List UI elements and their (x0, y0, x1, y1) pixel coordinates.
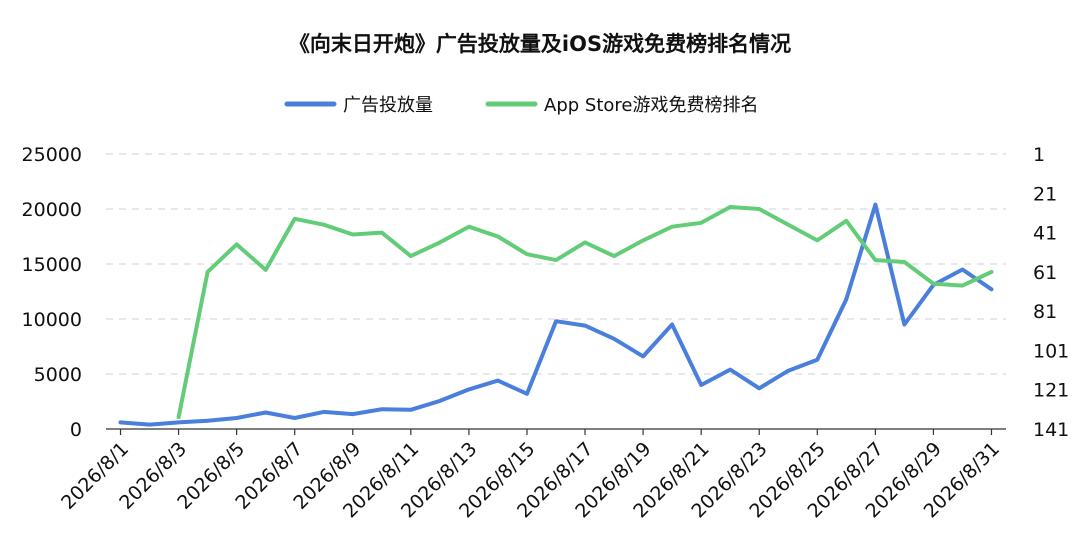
x-axis: 2026/8/12026/8/32026/8/52026/8/72026/8/9… (57, 429, 1004, 522)
right-tick-label: 141 (1033, 419, 1069, 441)
right-tick-label: 21 (1033, 183, 1057, 205)
left-y-axis: 0 5000 10000 15000 20000 25000 (22, 144, 82, 441)
series-line-0 (118, 202, 994, 427)
grid-lines (106, 153, 1006, 430)
left-tick-label: 20000 (22, 199, 82, 221)
left-tick-label: 0 (70, 419, 82, 441)
legend-label: 广告投放量 (343, 95, 433, 116)
right-tick-label: 81 (1033, 301, 1057, 323)
left-tick-label: 5000 (34, 364, 82, 386)
right-tick-label: 41 (1033, 223, 1057, 245)
left-tick-label: 25000 (22, 144, 82, 166)
right-tick-label: 61 (1033, 262, 1057, 284)
series-line-1 (176, 205, 994, 420)
right-tick-label: 101 (1033, 340, 1069, 362)
legend-label: App Store游戏免费榜排名 (544, 95, 758, 116)
legend: 广告投放量 App Store游戏免费榜排名 (284, 95, 758, 116)
chart-title: 《向末日开炮》广告投放量及iOS游戏免费榜排名情况 (289, 32, 791, 56)
right-tick-label: 1 (1033, 144, 1045, 166)
left-tick-label: 10000 (22, 309, 82, 331)
right-tick-label: 121 (1033, 380, 1069, 402)
left-tick-label: 15000 (22, 254, 82, 276)
series-lines (118, 202, 994, 427)
